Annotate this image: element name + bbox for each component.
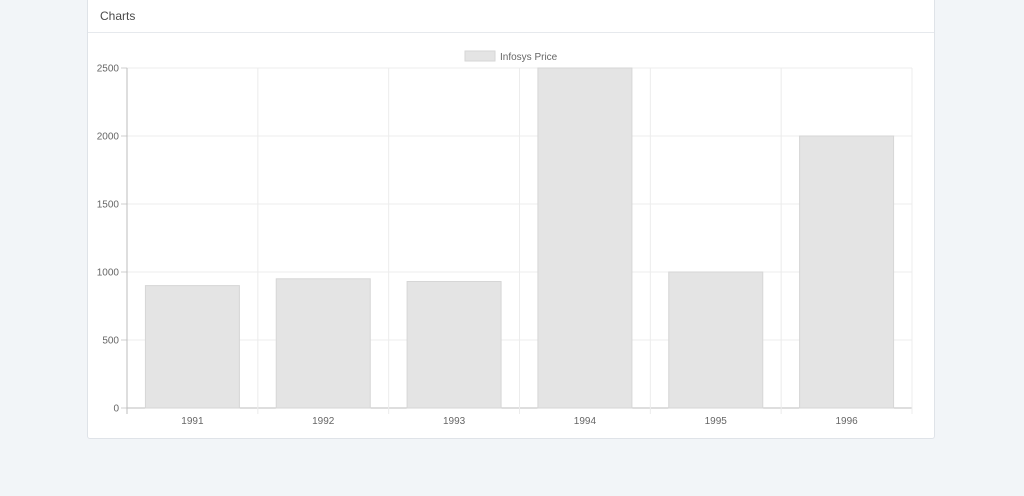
x-tick-label: 1995 [705, 416, 728, 427]
legend-swatch[interactable] [464, 50, 496, 62]
bar-1995[interactable] [668, 271, 764, 409]
y-tick-label: 0 [113, 404, 119, 415]
y-tick-label: 1500 [97, 200, 120, 211]
y-tick-label: 2000 [97, 132, 120, 143]
x-tick-label: 1993 [443, 416, 466, 427]
card-title: Charts [88, 0, 934, 33]
bar-1996[interactable] [799, 135, 895, 409]
legend-label[interactable]: Infosys Price [500, 52, 558, 63]
x-tick-label: 1996 [835, 416, 858, 427]
x-tick-label: 1991 [181, 416, 204, 427]
bar-chart: 0 500 1000 1500 2000 2500 1991 1992 1993 1994 1995… [97, 50, 913, 427]
y-tick-label: 500 [102, 336, 119, 347]
bar-1992[interactable] [275, 278, 371, 409]
y-tick-label: 2500 [97, 64, 120, 75]
bar-1994[interactable] [537, 67, 633, 409]
bar-1991[interactable] [144, 285, 240, 409]
y-tick-label: 1000 [97, 268, 120, 279]
charts-card: Charts 0 500 1000 1500 2000 2500 1991 1992 1993 1… [87, 0, 935, 439]
bar-1993[interactable] [406, 281, 502, 409]
x-tick-label: 1994 [574, 416, 597, 427]
x-tick-label: 1992 [312, 416, 335, 427]
